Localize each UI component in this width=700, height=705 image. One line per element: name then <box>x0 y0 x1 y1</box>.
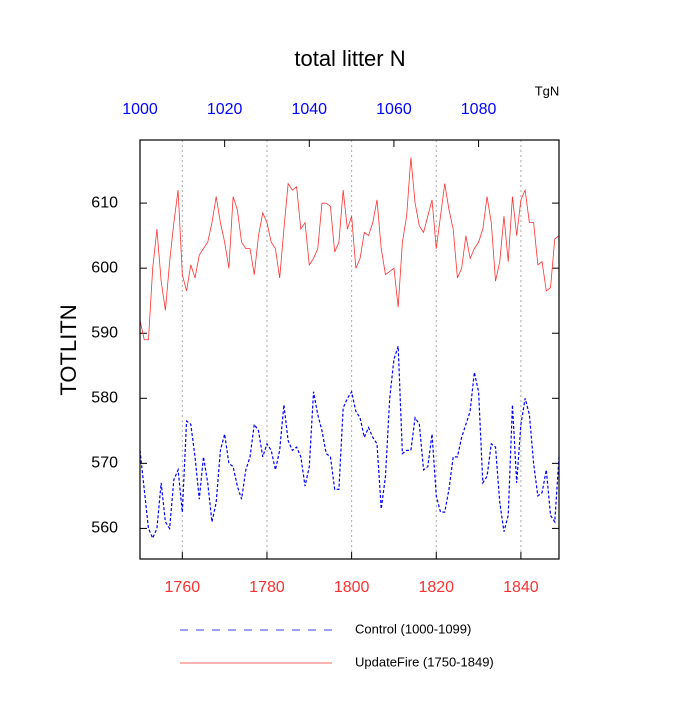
y-tick-label: 570 <box>91 455 118 472</box>
legend-label: UpdateFire (1750-1849) <box>355 654 494 669</box>
x-tick-label: 1780 <box>249 579 285 596</box>
plot-frame <box>139 139 560 560</box>
x2-tick-label: 1080 <box>461 101 497 118</box>
x-tick-label: 1800 <box>334 579 370 596</box>
x-tick-label: 1760 <box>165 579 201 596</box>
x2-tick-label: 1020 <box>207 101 243 118</box>
legend-label: Control (1000-1099) <box>355 621 471 636</box>
units-label: TgN <box>535 83 560 98</box>
y-tick-label: 560 <box>91 520 118 537</box>
chart-title: total litter N <box>294 46 405 71</box>
series-line <box>139 157 560 341</box>
x2-tick-label: 1000 <box>122 101 158 118</box>
x-tick-label: 1840 <box>503 579 539 596</box>
y-tick-label: 590 <box>91 324 118 341</box>
x2-tick-label: 1060 <box>376 101 412 118</box>
y-tick-label: 600 <box>91 259 118 276</box>
y-axis-title: TOTLITN <box>56 304 81 395</box>
x-tick-label: 1820 <box>418 579 454 596</box>
series-line <box>139 346 560 540</box>
y-tick-label: 580 <box>91 390 118 407</box>
x2-tick-label: 1040 <box>291 101 327 118</box>
y-tick-label: 610 <box>91 194 118 211</box>
